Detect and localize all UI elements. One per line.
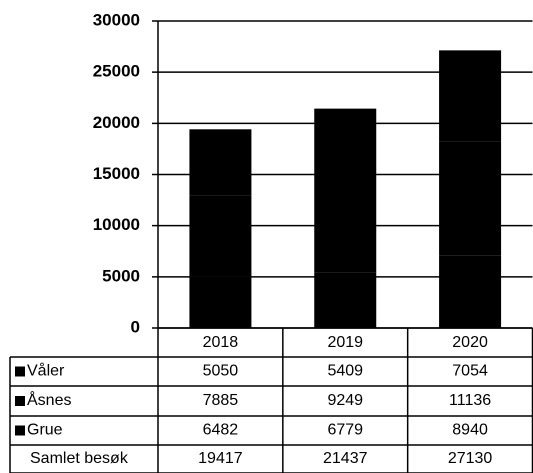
table-cell: 5409 [327,363,363,380]
bar-segment [439,141,502,256]
table-cell: 6779 [327,422,363,439]
legend-marker [15,366,25,377]
bar-segment [314,272,377,328]
bar-segment [189,276,252,328]
table-cell: 27130 [448,450,493,467]
x-tick-label: 2019 [327,334,363,351]
table-cell: 7054 [452,363,488,380]
bar-segment [439,255,502,328]
table-cell: 11136 [449,392,491,409]
table-cell: 7885 [203,392,239,409]
legend-label: Åsnes [27,390,71,409]
bar-segment [314,177,377,273]
legend-marker [15,396,25,406]
x-tick-label: 2020 [452,334,488,351]
y-tick-label: 10000 [93,215,140,234]
table-cell: 6482 [203,422,239,439]
y-tick-label: 30000 [93,10,140,29]
table-cell: 19417 [198,450,243,467]
legend-label: Våler [27,362,65,380]
table-cell: 5050 [203,363,239,380]
y-tick-label: 5000 [102,266,140,285]
table-cell: 8940 [452,422,488,439]
bar-segment [314,108,377,178]
bar-segment [189,195,252,277]
y-tick-label: 15000 [93,164,140,183]
legend-marker [15,425,25,436]
bar-segment [439,50,502,142]
total-label: Samlet besøk [30,450,129,467]
y-tick-label: 0 [131,317,140,336]
table-cell: 21437 [323,450,368,467]
legend-label: Grue [27,422,63,439]
y-tick-label: 25000 [93,62,140,81]
y-tick-label: 20000 [93,113,140,132]
bar-segment [189,129,252,196]
x-tick-label: 2018 [203,334,239,351]
table-cell: 9249 [327,392,363,409]
